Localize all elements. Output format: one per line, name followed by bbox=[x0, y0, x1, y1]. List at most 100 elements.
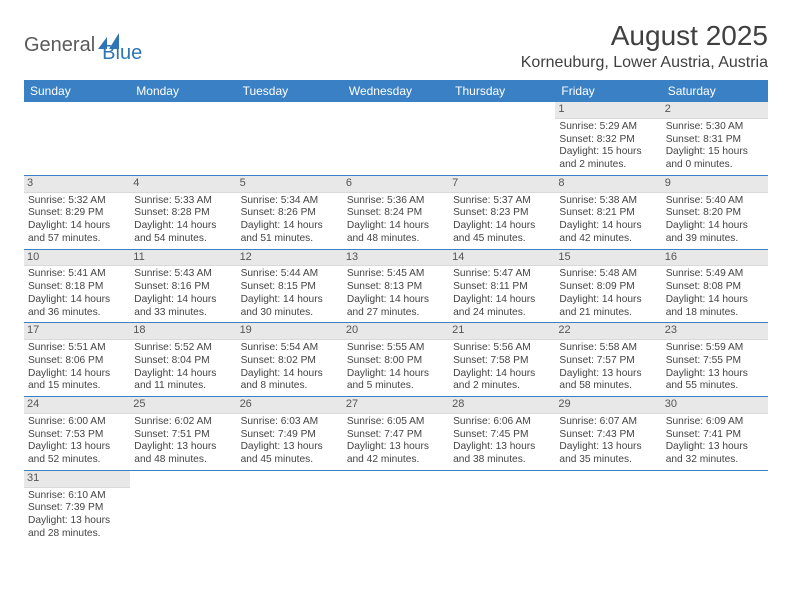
daylight-text: and 58 minutes. bbox=[559, 380, 657, 393]
calendar-cell-empty bbox=[237, 102, 343, 176]
sunset-text: Sunset: 7:53 PM bbox=[28, 429, 126, 442]
daylight-text: Daylight: 13 hours bbox=[453, 441, 551, 454]
calendar-cell: 15Sunrise: 5:48 AMSunset: 8:09 PMDayligh… bbox=[555, 250, 661, 324]
weekday-header: Sunday bbox=[24, 80, 130, 102]
daylight-text: Daylight: 15 hours bbox=[559, 146, 657, 159]
sunset-text: Sunset: 8:20 PM bbox=[666, 207, 764, 220]
calendar-cell: 12Sunrise: 5:44 AMSunset: 8:15 PMDayligh… bbox=[237, 250, 343, 324]
daylight-text: and 42 minutes. bbox=[559, 233, 657, 246]
day-number: 12 bbox=[237, 250, 343, 267]
daylight-text: Daylight: 13 hours bbox=[347, 441, 445, 454]
calendar-cell: 31Sunrise: 6:10 AMSunset: 7:39 PMDayligh… bbox=[24, 471, 130, 544]
daylight-text: and 0 minutes. bbox=[666, 159, 764, 172]
daylight-text: Daylight: 14 hours bbox=[453, 220, 551, 233]
daylight-text: and 30 minutes. bbox=[241, 307, 339, 320]
daylight-text: Daylight: 14 hours bbox=[559, 294, 657, 307]
daylight-text: Daylight: 14 hours bbox=[347, 294, 445, 307]
daylight-text: and 35 minutes. bbox=[559, 454, 657, 467]
sunrise-text: Sunrise: 5:55 AM bbox=[347, 342, 445, 355]
calendar-cell: 3Sunrise: 5:32 AMSunset: 8:29 PMDaylight… bbox=[24, 176, 130, 250]
calendar-grid: SundayMondayTuesdayWednesdayThursdayFrid… bbox=[24, 80, 768, 544]
day-number: 22 bbox=[555, 323, 661, 340]
sunrise-text: Sunrise: 5:52 AM bbox=[134, 342, 232, 355]
sunrise-text: Sunrise: 5:40 AM bbox=[666, 195, 764, 208]
sunset-text: Sunset: 7:55 PM bbox=[666, 355, 764, 368]
daylight-text: and 57 minutes. bbox=[28, 233, 126, 246]
daylight-text: and 28 minutes. bbox=[28, 528, 126, 541]
sunset-text: Sunset: 8:32 PM bbox=[559, 134, 657, 147]
calendar-cell-empty bbox=[343, 471, 449, 544]
calendar-cell: 9 Sunrise: 5:40 AMSunset: 8:20 PMDaylight… bbox=[662, 176, 768, 250]
daylight-text: Daylight: 14 hours bbox=[666, 220, 764, 233]
day-number: 24 bbox=[24, 397, 130, 414]
calendar-cell-empty bbox=[343, 102, 449, 176]
sunrise-text: Sunrise: 6:06 AM bbox=[453, 416, 551, 429]
daylight-text: Daylight: 14 hours bbox=[666, 294, 764, 307]
daylight-text: and 54 minutes. bbox=[134, 233, 232, 246]
calendar-cell: 22Sunrise: 5:58 AMSunset: 7:57 PMDayligh… bbox=[555, 323, 661, 397]
day-number: 8 bbox=[555, 176, 661, 193]
sunrise-text: Sunrise: 5:36 AM bbox=[347, 195, 445, 208]
logo-word-blue: Blue bbox=[102, 42, 142, 65]
calendar-cell: 27Sunrise: 6:05 AMSunset: 7:47 PMDayligh… bbox=[343, 397, 449, 471]
calendar-cell: 23Sunrise: 5:59 AMSunset: 7:55 PMDayligh… bbox=[662, 323, 768, 397]
sunrise-text: Sunrise: 6:10 AM bbox=[28, 490, 126, 503]
sunset-text: Sunset: 8:08 PM bbox=[666, 281, 764, 294]
day-number: 11 bbox=[130, 250, 236, 267]
daylight-text: Daylight: 13 hours bbox=[28, 515, 126, 528]
calendar-cell-empty bbox=[449, 102, 555, 176]
calendar-cell: 7Sunrise: 5:37 AMSunset: 8:23 PMDaylight… bbox=[449, 176, 555, 250]
daylight-text: and 2 minutes. bbox=[453, 380, 551, 393]
daylight-text: and 39 minutes. bbox=[666, 233, 764, 246]
sunset-text: Sunset: 8:26 PM bbox=[241, 207, 339, 220]
calendar-cell: 10Sunrise: 5:41 AMSunset: 8:18 PMDayligh… bbox=[24, 250, 130, 324]
sunrise-text: Sunrise: 5:49 AM bbox=[666, 268, 764, 281]
weekday-header: Thursday bbox=[449, 80, 555, 102]
daylight-text: Daylight: 14 hours bbox=[241, 368, 339, 381]
sunset-text: Sunset: 8:04 PM bbox=[134, 355, 232, 368]
day-number: 9 bbox=[662, 176, 768, 193]
day-number: 14 bbox=[449, 250, 555, 267]
sunrise-text: Sunrise: 5:51 AM bbox=[28, 342, 126, 355]
daylight-text: Daylight: 14 hours bbox=[347, 368, 445, 381]
sunrise-text: Sunrise: 5:48 AM bbox=[559, 268, 657, 281]
weekday-header: Friday bbox=[555, 80, 661, 102]
daylight-text: and 48 minutes. bbox=[347, 233, 445, 246]
sunset-text: Sunset: 8:28 PM bbox=[134, 207, 232, 220]
sunrise-text: Sunrise: 5:33 AM bbox=[134, 195, 232, 208]
daylight-text: Daylight: 14 hours bbox=[559, 220, 657, 233]
day-number: 30 bbox=[662, 397, 768, 414]
daylight-text: Daylight: 13 hours bbox=[559, 441, 657, 454]
daylight-text: and 45 minutes. bbox=[453, 233, 551, 246]
calendar-cell-empty bbox=[24, 102, 130, 176]
day-number: 13 bbox=[343, 250, 449, 267]
calendar-cell-empty bbox=[130, 471, 236, 544]
title-block: August 2025 Korneuburg, Lower Austria, A… bbox=[521, 20, 768, 72]
daylight-text: Daylight: 14 hours bbox=[28, 220, 126, 233]
calendar-cell-empty bbox=[130, 102, 236, 176]
day-number: 15 bbox=[555, 250, 661, 267]
calendar-cell: 19Sunrise: 5:54 AMSunset: 8:02 PMDayligh… bbox=[237, 323, 343, 397]
calendar-cell: 6Sunrise: 5:36 AMSunset: 8:24 PMDaylight… bbox=[343, 176, 449, 250]
sunset-text: Sunset: 7:43 PM bbox=[559, 429, 657, 442]
sunset-text: Sunset: 8:16 PM bbox=[134, 281, 232, 294]
sunrise-text: Sunrise: 5:38 AM bbox=[559, 195, 657, 208]
sunrise-text: Sunrise: 5:45 AM bbox=[347, 268, 445, 281]
month-title: August 2025 bbox=[521, 20, 768, 52]
daylight-text: Daylight: 14 hours bbox=[28, 294, 126, 307]
calendar-cell: 17Sunrise: 5:51 AMSunset: 8:06 PMDayligh… bbox=[24, 323, 130, 397]
sunset-text: Sunset: 8:29 PM bbox=[28, 207, 126, 220]
day-number: 27 bbox=[343, 397, 449, 414]
day-number: 31 bbox=[24, 471, 130, 488]
daylight-text: and 52 minutes. bbox=[28, 454, 126, 467]
sunset-text: Sunset: 8:21 PM bbox=[559, 207, 657, 220]
sunrise-text: Sunrise: 5:30 AM bbox=[666, 121, 764, 134]
daylight-text: and 51 minutes. bbox=[241, 233, 339, 246]
sunset-text: Sunset: 8:24 PM bbox=[347, 207, 445, 220]
sunrise-text: Sunrise: 6:00 AM bbox=[28, 416, 126, 429]
sunrise-text: Sunrise: 6:09 AM bbox=[666, 416, 764, 429]
sunset-text: Sunset: 7:51 PM bbox=[134, 429, 232, 442]
sunrise-text: Sunrise: 5:43 AM bbox=[134, 268, 232, 281]
daylight-text: Daylight: 13 hours bbox=[666, 368, 764, 381]
sunrise-text: Sunrise: 5:34 AM bbox=[241, 195, 339, 208]
